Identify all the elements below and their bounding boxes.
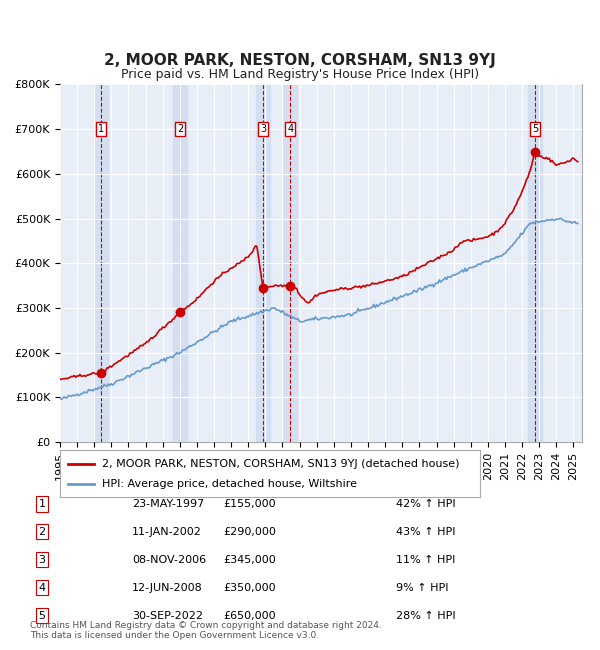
Text: 4: 4 bbox=[38, 582, 46, 593]
Text: £290,000: £290,000 bbox=[223, 526, 276, 537]
Text: 1: 1 bbox=[38, 499, 46, 509]
Text: 9% ↑ HPI: 9% ↑ HPI bbox=[396, 582, 449, 593]
Text: £350,000: £350,000 bbox=[223, 582, 276, 593]
Text: 3: 3 bbox=[38, 554, 46, 565]
Text: 11% ↑ HPI: 11% ↑ HPI bbox=[396, 554, 455, 565]
Text: 5: 5 bbox=[38, 610, 46, 621]
Text: 42% ↑ HPI: 42% ↑ HPI bbox=[396, 499, 455, 509]
Text: 23-MAY-1997: 23-MAY-1997 bbox=[132, 499, 204, 509]
Text: Price paid vs. HM Land Registry's House Price Index (HPI): Price paid vs. HM Land Registry's House … bbox=[121, 68, 479, 81]
Text: 5: 5 bbox=[532, 124, 538, 134]
Text: HPI: Average price, detached house, Wiltshire: HPI: Average price, detached house, Wilt… bbox=[102, 479, 357, 489]
Text: 2: 2 bbox=[177, 124, 184, 134]
Bar bbox=[283, 84, 297, 442]
Text: 28% ↑ HPI: 28% ↑ HPI bbox=[396, 610, 455, 621]
Text: 12-JUN-2008: 12-JUN-2008 bbox=[132, 582, 203, 593]
Text: 43% ↑ HPI: 43% ↑ HPI bbox=[396, 526, 455, 537]
Bar bbox=[256, 84, 270, 442]
Bar bbox=[528, 84, 542, 442]
Text: £345,000: £345,000 bbox=[223, 554, 276, 565]
Text: £650,000: £650,000 bbox=[223, 610, 276, 621]
Text: 2: 2 bbox=[38, 526, 46, 537]
Text: 2, MOOR PARK, NESTON, CORSHAM, SN13 9YJ: 2, MOOR PARK, NESTON, CORSHAM, SN13 9YJ bbox=[104, 53, 496, 68]
Text: Contains HM Land Registry data © Crown copyright and database right 2024.
This d: Contains HM Land Registry data © Crown c… bbox=[30, 621, 382, 640]
Text: 2, MOOR PARK, NESTON, CORSHAM, SN13 9YJ (detached house): 2, MOOR PARK, NESTON, CORSHAM, SN13 9YJ … bbox=[102, 458, 460, 469]
Text: 4: 4 bbox=[287, 124, 293, 134]
Text: £155,000: £155,000 bbox=[223, 499, 276, 509]
Text: 3: 3 bbox=[260, 124, 266, 134]
Text: 08-NOV-2006: 08-NOV-2006 bbox=[132, 554, 206, 565]
Text: 30-SEP-2022: 30-SEP-2022 bbox=[132, 610, 203, 621]
Text: 11-JAN-2002: 11-JAN-2002 bbox=[132, 526, 202, 537]
Bar bbox=[94, 84, 108, 442]
Text: 1: 1 bbox=[98, 124, 104, 134]
Bar bbox=[173, 84, 187, 442]
